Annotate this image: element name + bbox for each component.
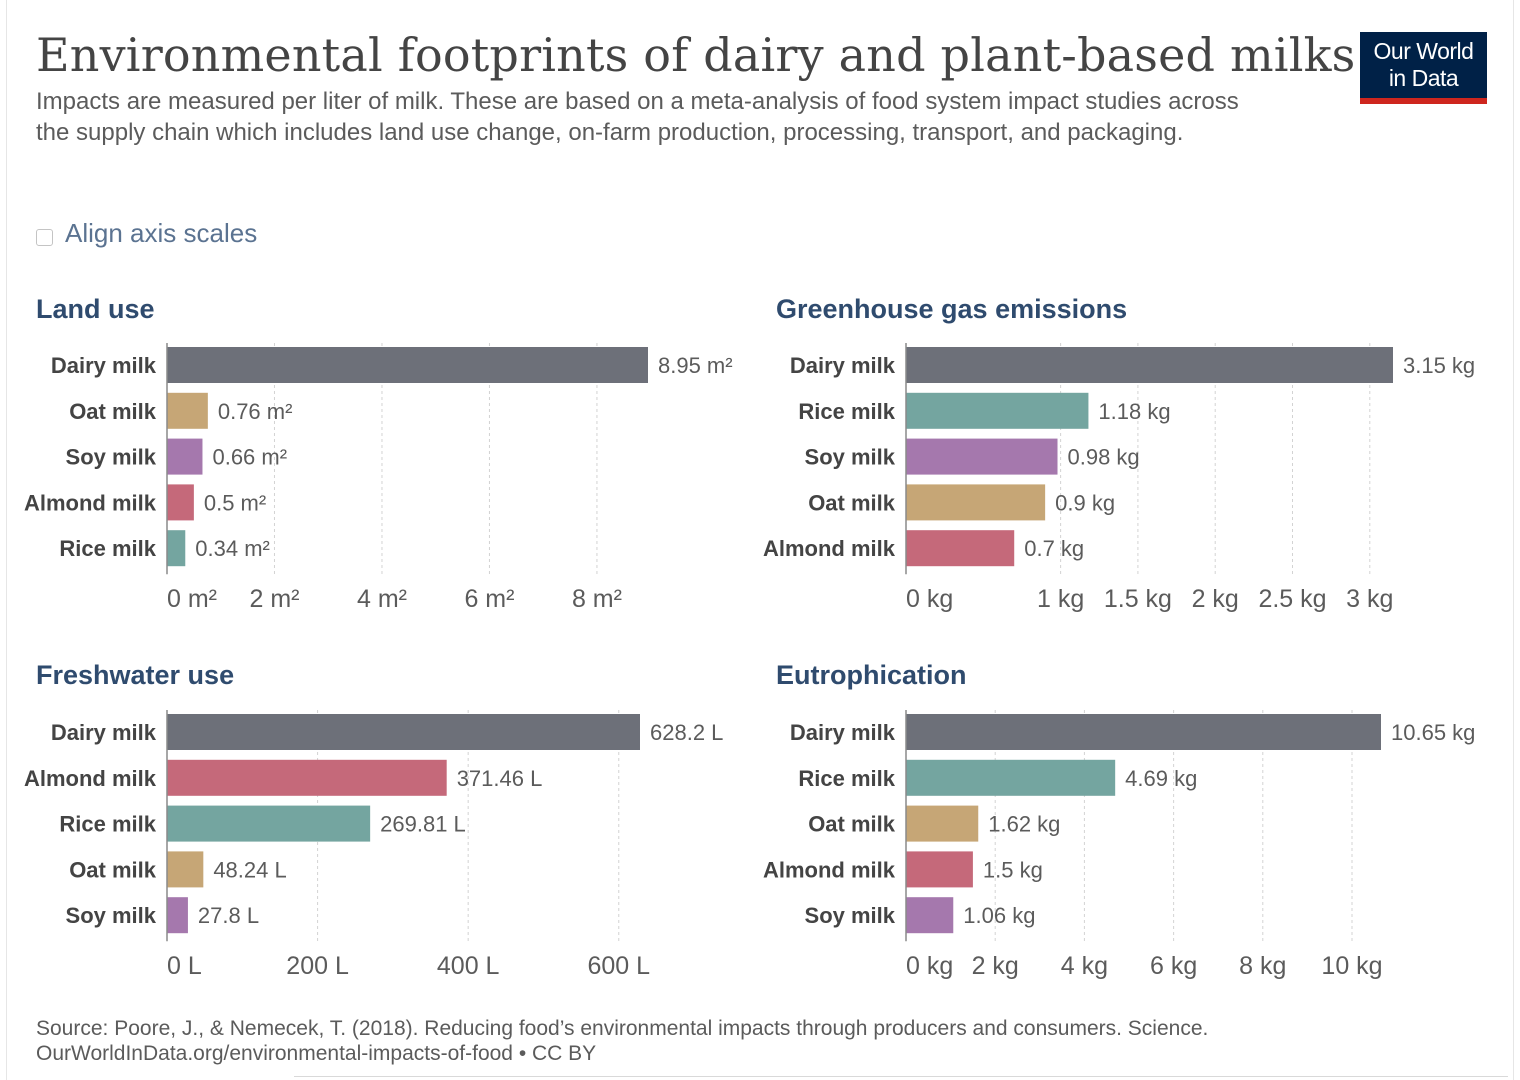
land-use-tick-label: 8 m²	[572, 585, 622, 613]
eutrophication-category-label: Almond milk	[763, 857, 896, 882]
chart-subtitle: Impacts are measured per liter of milk. …	[36, 88, 1239, 146]
freshwater-value-label: 48.24 L	[213, 857, 286, 882]
bottom-divider	[294, 1076, 1508, 1077]
ghg-value-label: 1.18 kg	[1098, 399, 1170, 424]
land-use-category-label: Dairy milk	[51, 353, 157, 378]
land-use-bar	[167, 438, 203, 475]
eutrophication-tick-label: 6 kg	[1150, 952, 1197, 980]
ghg-value-label: 0.9 kg	[1055, 490, 1115, 515]
ghg-tick-label: 1 kg	[1037, 585, 1084, 613]
ghg-tick-label: 0 kg	[906, 585, 953, 613]
align-axis-toggle[interactable]: Align axis scales	[36, 218, 257, 249]
land-use-value-label: 0.76 m²	[218, 399, 293, 424]
ghg-value-label: 3.15 kg	[1403, 353, 1475, 378]
ghg-tick-label: 2.5 kg	[1258, 585, 1326, 613]
panel-title-ghg: Greenhouse gas emissions	[776, 294, 1128, 324]
freshwater-category-label: Oat milk	[69, 857, 157, 882]
land-use-tick-label: 0 m²	[167, 585, 217, 613]
ghg-bar	[906, 392, 1089, 429]
ghg-bar	[906, 347, 1393, 383]
freshwater-tick-label: 200 L	[286, 952, 349, 980]
land-use-bar	[167, 530, 186, 567]
freshwater-bar	[167, 897, 188, 934]
freshwater-category-label: Soy milk	[66, 903, 157, 928]
freshwater-category-label: Rice milk	[59, 812, 156, 837]
freshwater-value-label: 628.2 L	[650, 720, 723, 745]
eutrophication-tick-label: 10 kg	[1321, 952, 1382, 980]
logo-line-2: in Data	[1388, 65, 1459, 91]
land-use-tick-label: 6 m²	[464, 585, 514, 613]
ghg-value-label: 0.98 kg	[1068, 445, 1140, 470]
eutrophication-tick-label: 8 kg	[1239, 952, 1286, 980]
eutrophication-tick-label: 2 kg	[972, 952, 1019, 980]
eutrophication-category-label: Rice milk	[798, 766, 895, 791]
freshwater-bar	[167, 714, 640, 750]
land-use-value-label: 0.66 m²	[212, 445, 287, 470]
ghg-category-label: Oat milk	[808, 490, 896, 515]
land-use-category-label: Rice milk	[59, 536, 156, 561]
eutrophication-value-label: 1.62 kg	[988, 812, 1060, 837]
eutrophication-value-label: 4.69 kg	[1125, 766, 1197, 791]
land-use-category-label: Almond milk	[24, 490, 157, 515]
land-use-tick-label: 2 m²	[249, 585, 299, 613]
freshwater-bar	[167, 759, 447, 796]
source-citation: Source: Poore, J., & Nemecek, T. (2018).…	[36, 1017, 1209, 1040]
eutrophication-category-label: Soy milk	[805, 903, 896, 928]
panel-title-eutrophication: Eutrophication	[776, 660, 967, 690]
freshwater-bar	[167, 851, 204, 888]
eutrophication-value-label: 10.65 kg	[1391, 720, 1475, 745]
land-use-bar	[167, 392, 208, 429]
land-use-bar	[167, 347, 648, 383]
panel-title-land-use: Land use	[36, 294, 155, 324]
land-use-value-label: 0.5 m²	[204, 490, 266, 515]
eutrophication-bar	[906, 851, 973, 888]
eutrophication-bar	[906, 897, 954, 934]
land-use-category-label: Soy milk	[66, 445, 157, 470]
eutrophication-category-label: Oat milk	[808, 812, 896, 837]
ghg-tick-label: 3 kg	[1346, 585, 1393, 613]
ghg-value-label: 0.7 kg	[1024, 536, 1084, 561]
freshwater-category-label: Almond milk	[24, 766, 157, 791]
ghg-category-label: Almond milk	[763, 536, 896, 561]
land-use-value-label: 0.34 m²	[195, 536, 270, 561]
freshwater-tick-label: 400 L	[437, 952, 500, 980]
ghg-bar	[906, 438, 1058, 475]
freshwater-bar	[167, 805, 371, 842]
eutrophication-bar	[906, 759, 1116, 796]
land-use-value-label: 8.95 m²	[658, 353, 733, 378]
freshwater-value-label: 269.81 L	[380, 812, 466, 837]
owid-logo[interactable]: Our World in Data	[1360, 32, 1487, 104]
freshwater-category-label: Dairy milk	[51, 720, 157, 745]
land-use-tick-label: 4 m²	[357, 585, 407, 613]
source-url[interactable]: OurWorldInData.org/environmental-impacts…	[36, 1042, 597, 1065]
eutrophication-tick-label: 0 kg	[906, 952, 953, 980]
chart-frame	[6, 0, 1514, 1080]
panel-title-freshwater: Freshwater use	[36, 660, 235, 690]
ghg-tick-label: 1.5 kg	[1104, 585, 1172, 613]
align-axis-label: Align axis scales	[65, 218, 258, 248]
ghg-bar	[906, 484, 1046, 521]
land-use-category-label: Oat milk	[69, 399, 157, 424]
ghg-bar	[906, 530, 1015, 567]
logo-line-1: Our World	[1373, 38, 1474, 64]
freshwater-value-label: 371.46 L	[457, 766, 543, 791]
eutrophication-value-label: 1.06 kg	[963, 903, 1035, 928]
eutrophication-tick-label: 4 kg	[1061, 952, 1108, 980]
chart-title: Environmental footprints of dairy and pl…	[36, 28, 1356, 82]
eutrophication-category-label: Dairy milk	[790, 720, 896, 745]
ghg-category-label: Rice milk	[798, 399, 895, 424]
align-axis-checkbox[interactable]	[36, 229, 53, 246]
eutrophication-bar	[906, 805, 979, 842]
ghg-tick-label: 2 kg	[1192, 585, 1239, 613]
freshwater-tick-label: 600 L	[587, 952, 650, 980]
freshwater-tick-label: 0 L	[167, 952, 202, 980]
ghg-category-label: Dairy milk	[790, 353, 896, 378]
eutrophication-bar	[906, 714, 1381, 750]
eutrophication-value-label: 1.5 kg	[983, 857, 1043, 882]
land-use-bar	[167, 484, 194, 521]
source-note: Source: Poore, J., & Nemecek, T. (2018).…	[36, 1016, 1208, 1066]
freshwater-value-label: 27.8 L	[198, 903, 259, 928]
ghg-category-label: Soy milk	[805, 445, 896, 470]
